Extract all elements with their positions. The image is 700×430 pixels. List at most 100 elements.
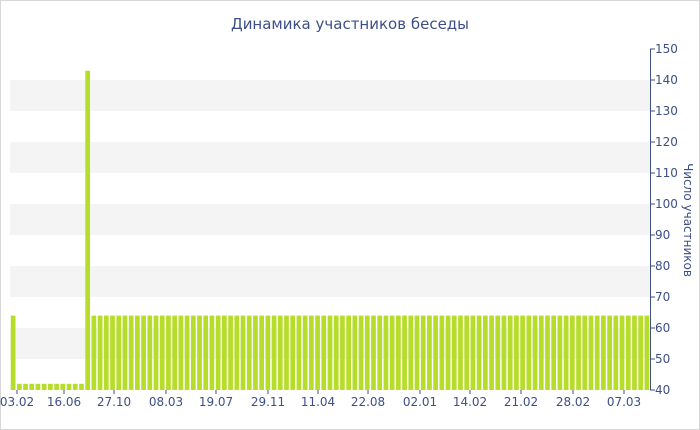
x-tick-label: 02.01 (403, 395, 437, 409)
y-tick-label: 120 (655, 135, 678, 149)
bar (464, 315, 470, 390)
grid-band (10, 266, 650, 297)
bar (582, 315, 588, 390)
y-tick-label: 80 (655, 259, 670, 273)
x-tick-label: 16.06 (47, 395, 81, 409)
bar (395, 315, 401, 390)
bar (153, 315, 159, 390)
x-tick-label: 11.04 (301, 395, 335, 409)
bar (514, 315, 519, 390)
bar (79, 383, 84, 390)
bar (607, 315, 612, 390)
bar (402, 315, 407, 390)
bar (327, 315, 333, 390)
bar (48, 383, 53, 390)
bar (333, 315, 339, 390)
bar (271, 315, 277, 390)
bar (588, 315, 594, 390)
bar (619, 315, 625, 390)
bar (545, 315, 550, 390)
bar (222, 315, 227, 390)
bar (41, 383, 47, 390)
bar (439, 315, 445, 390)
bar (520, 315, 525, 390)
x-tick-label: 28.02 (556, 395, 590, 409)
bar (632, 315, 637, 390)
bar (458, 315, 463, 390)
bar (346, 315, 351, 390)
bar (551, 315, 557, 390)
bar (638, 315, 644, 390)
bar (72, 383, 78, 390)
bar (172, 315, 178, 390)
bar (427, 315, 432, 390)
y-tick-label: 130 (655, 104, 678, 118)
bar (23, 383, 28, 390)
bar (228, 315, 233, 390)
bar (377, 315, 383, 390)
bar (414, 315, 420, 390)
bar (147, 315, 153, 390)
x-tick-label: 22.08 (351, 395, 385, 409)
y-tick-label: 50 (655, 352, 670, 366)
bar (60, 383, 66, 390)
bar (489, 315, 494, 390)
bar (29, 383, 35, 390)
y-tick-label: 110 (655, 166, 678, 180)
bar (526, 315, 532, 390)
bar (209, 315, 215, 390)
x-tick-label: 29.11 (251, 395, 285, 409)
bar (451, 315, 457, 390)
grid-band (10, 142, 650, 173)
bar (389, 315, 395, 390)
bar (532, 315, 538, 390)
bar (507, 315, 513, 390)
bar (85, 70, 91, 390)
bar (476, 315, 482, 390)
x-axis-ticks: 03.02 16.06 27.10 08.03 19.07 29.11 11.04 22.08… (0, 390, 641, 409)
bars-group (10, 70, 650, 390)
bar (197, 315, 202, 390)
bar (35, 383, 41, 390)
bar (240, 315, 246, 390)
bar (625, 315, 631, 390)
bar (364, 315, 370, 390)
bar (66, 383, 72, 390)
x-tick-label: 07.03 (607, 395, 641, 409)
bar (122, 315, 128, 390)
bar (265, 315, 271, 390)
bar (352, 315, 358, 390)
x-tick-label: 14.02 (453, 395, 487, 409)
bar (259, 315, 264, 390)
bar (91, 315, 97, 390)
bar (445, 315, 451, 390)
bar (470, 315, 476, 390)
bar (408, 315, 414, 390)
y-axis-ticks: 40 50 60 70 80 90 100 110 120 130 140 150 (650, 42, 678, 397)
bar (54, 383, 59, 390)
bar (340, 315, 345, 390)
x-tick-label: 19.07 (199, 395, 233, 409)
x-tick-label: 03.02 (0, 395, 34, 409)
bar (141, 315, 146, 390)
bar (557, 315, 563, 390)
bar (296, 315, 302, 390)
bar (135, 315, 140, 390)
bar (290, 315, 296, 390)
bar (103, 315, 109, 390)
bar (358, 315, 364, 390)
bar (495, 315, 501, 390)
bar (234, 315, 240, 390)
bar (166, 315, 171, 390)
y-tick-label: 70 (655, 290, 670, 304)
bar (16, 383, 22, 390)
bar (576, 315, 581, 390)
bar (215, 315, 221, 390)
bar (563, 315, 569, 390)
bar (97, 315, 103, 390)
bar (321, 315, 327, 390)
grid-band (10, 80, 650, 111)
bar (383, 315, 389, 390)
y-axis-label: Число участников (681, 163, 695, 277)
